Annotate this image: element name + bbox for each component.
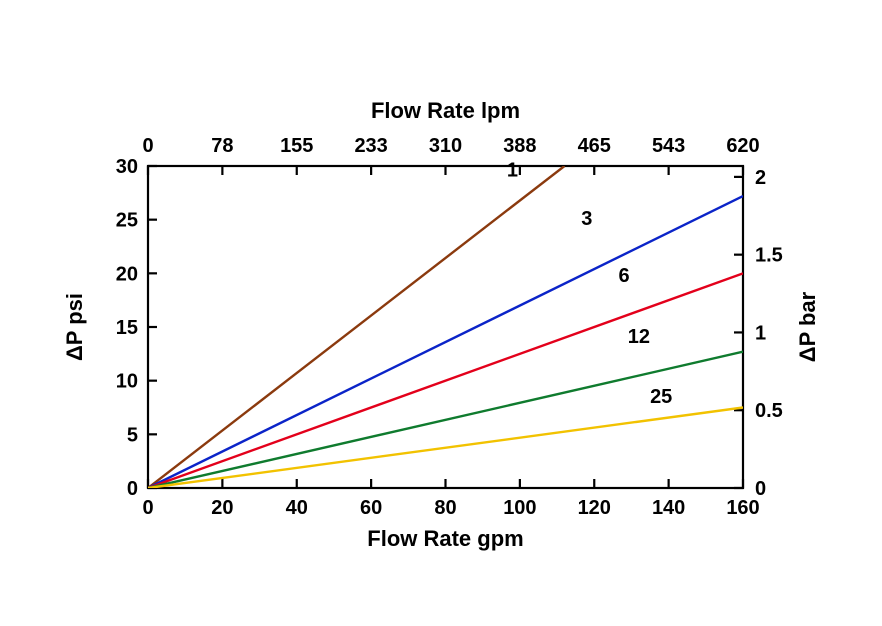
x-top-tick-label: 155 xyxy=(280,135,313,157)
y-axis-title-left: ΔP psi xyxy=(62,293,87,361)
x-top-tick-label: 310 xyxy=(429,135,462,157)
y-tick-label: 15 xyxy=(116,317,138,339)
x-tick-label: 0 xyxy=(142,497,153,519)
y-right-tick-label: 1 xyxy=(755,322,766,344)
x-tick-label: 160 xyxy=(726,497,759,519)
chart-container: 020406080100120140160Flow Rate gpm078155… xyxy=(0,0,882,626)
series-label: 3 xyxy=(581,208,592,230)
series-label: 12 xyxy=(628,326,650,348)
x-top-tick-label: 78 xyxy=(211,135,233,157)
plot-border xyxy=(148,166,743,488)
y-axis-title-right: ΔP bar xyxy=(795,291,820,362)
x-tick-label: 100 xyxy=(503,497,536,519)
y-right-tick-label: 0.5 xyxy=(755,400,783,422)
y-right-tick-label: 1.5 xyxy=(755,245,783,267)
y-tick-label: 5 xyxy=(127,424,138,446)
x-top-tick-label: 0 xyxy=(142,135,153,157)
series-label: 25 xyxy=(650,386,672,408)
series-line xyxy=(148,196,743,488)
x-top-tick-label: 233 xyxy=(354,135,387,157)
y-tick-label: 25 xyxy=(116,210,138,232)
y-right-tick-label: 2 xyxy=(755,167,766,189)
y-tick-label: 20 xyxy=(116,263,138,285)
y-tick-label: 30 xyxy=(116,156,138,178)
x-tick-label: 60 xyxy=(360,497,382,519)
x-top-tick-label: 620 xyxy=(726,135,759,157)
x-top-tick-label: 388 xyxy=(503,135,536,157)
x-axis-title-top: Flow Rate lpm xyxy=(371,98,520,123)
x-axis-title-bottom: Flow Rate gpm xyxy=(367,526,523,551)
x-tick-label: 140 xyxy=(652,497,685,519)
series-label: 1 xyxy=(507,160,518,182)
y-tick-label: 0 xyxy=(127,478,138,500)
x-tick-label: 20 xyxy=(211,497,233,519)
chart-svg: 020406080100120140160Flow Rate gpm078155… xyxy=(0,0,882,626)
x-top-tick-label: 465 xyxy=(578,135,611,157)
x-tick-label: 80 xyxy=(434,497,456,519)
series-label: 6 xyxy=(618,265,629,287)
x-tick-label: 40 xyxy=(286,497,308,519)
x-tick-label: 120 xyxy=(578,497,611,519)
x-top-tick-label: 543 xyxy=(652,135,685,157)
series-line xyxy=(148,273,743,488)
y-tick-label: 10 xyxy=(116,371,138,393)
y-right-tick-label: 0 xyxy=(755,478,766,500)
